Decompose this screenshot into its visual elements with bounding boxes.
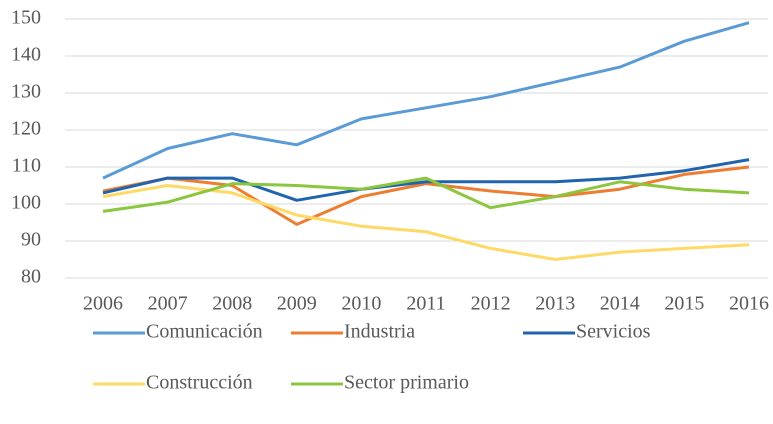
legend-label: Industria [344, 321, 415, 343]
x-tick-label: 2015 [664, 293, 704, 315]
legend-label: Construcción [146, 372, 253, 394]
x-tick-label: 2008 [212, 293, 252, 315]
legend-label: Servicios [576, 321, 651, 343]
y-tick-label: 130 [11, 81, 41, 103]
y-tick-label: 120 [11, 118, 41, 140]
legend-label: Comunicación [146, 321, 263, 343]
series-line [102, 176, 750, 213]
y-tick-label: 100 [11, 192, 41, 214]
y-tick-label: 140 [11, 44, 41, 66]
legend-label: Sector primario [344, 372, 469, 394]
x-tick-label: 2010 [341, 293, 381, 315]
x-tick-label: 2007 [148, 293, 188, 315]
x-tick-label: 2012 [471, 293, 511, 315]
y-tick-label: 150 [11, 7, 41, 29]
x-tick-label: 2014 [600, 293, 640, 315]
series-line [102, 158, 750, 202]
y-tick-label: 90 [21, 229, 41, 251]
series-line [102, 21, 750, 180]
series-line [102, 184, 750, 261]
y-tick-label: 110 [12, 155, 41, 177]
x-tick-label: 2016 [729, 293, 769, 315]
y-tick-label: 80 [21, 266, 41, 288]
x-tick-label: 2009 [277, 293, 317, 315]
x-tick-label: 2006 [83, 293, 123, 315]
x-tick-label: 2011 [406, 293, 445, 315]
x-tick-label: 2013 [535, 293, 575, 315]
